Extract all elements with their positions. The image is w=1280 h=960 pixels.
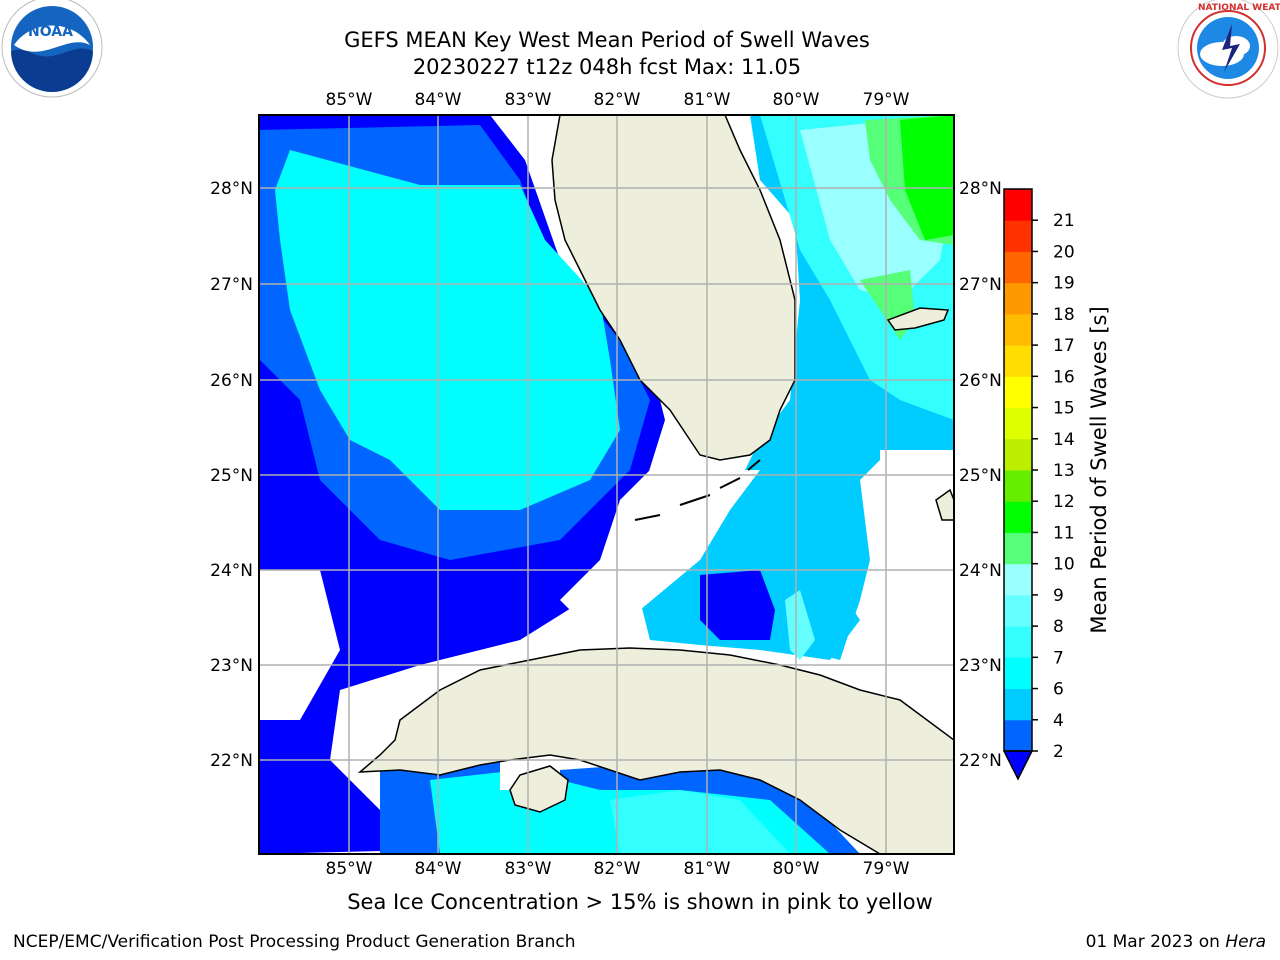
- sea-ice-note: Sea Ice Concentration > 15% is shown in …: [347, 890, 933, 914]
- colorbar-tick-label: 17: [1053, 336, 1075, 356]
- colorbar-segment: [1004, 407, 1032, 440]
- colorbar-tick-label: 9: [1053, 586, 1064, 606]
- colorbar-segment: [1004, 438, 1032, 471]
- bahamas-grand-bahama: [886, 307, 950, 331]
- noaa-logo: NOAA: [1, 0, 103, 98]
- colorbar-tick-label: 11: [1053, 523, 1075, 543]
- lat-label: 27°N: [210, 275, 253, 295]
- land: [357, 115, 954, 854]
- colorbar-tick-label: 14: [1053, 430, 1075, 450]
- lat-label: 24°N: [210, 561, 253, 581]
- colorbar-tick-label: 7: [1053, 648, 1064, 668]
- colorbar-tick-label: 6: [1053, 680, 1064, 700]
- lon-labels-bottom: 85°W 84°W 83°W 82°W 81°W 80°W 79°W: [326, 859, 910, 879]
- colorbar-segment: [1004, 220, 1032, 252]
- lon-label: 83°W: [505, 859, 552, 879]
- host-name: Hera: [1225, 932, 1266, 952]
- svg-text:NOAA: NOAA: [28, 24, 73, 40]
- cuba: [357, 647, 954, 854]
- lon-label: 80°W: [773, 90, 820, 110]
- colorbar-segment: [1004, 563, 1032, 596]
- colorbar-tick-label: 21: [1053, 211, 1075, 231]
- colorbar-tick-label: 13: [1053, 461, 1075, 481]
- colorbar-segment: [1004, 532, 1032, 565]
- colorbar-segment: [1004, 251, 1032, 284]
- map-frame: [258, 114, 955, 855]
- lat-label: 22°N: [210, 751, 253, 771]
- lat-labels-left: 28°N 27°N 26°N 25°N 24°N 23°N 22°N: [210, 179, 253, 771]
- lon-label: 84°W: [415, 90, 462, 110]
- lon-label: 81°W: [684, 90, 731, 110]
- lat-label: 28°N: [959, 179, 1002, 199]
- colorbar-tick-label: 20: [1053, 242, 1075, 262]
- colorbar-tick-label: 18: [1053, 305, 1075, 325]
- lat-labels-right: 28°N 27°N 26°N 25°N 24°N 23°N 22°N: [959, 179, 1002, 771]
- lat-label: 25°N: [210, 466, 253, 486]
- lon-label: 82°W: [594, 859, 641, 879]
- colorbar-tick-label: 12: [1053, 492, 1075, 512]
- colorbar-segment: [1004, 688, 1032, 721]
- lon-label: 79°W: [863, 90, 910, 110]
- svg-text:NATIONAL WEATHER: NATIONAL WEATHER: [1198, 3, 1280, 13]
- colorbar-segment: [1004, 345, 1032, 377]
- lon-label: 79°W: [863, 859, 910, 879]
- bahamas-andros: [935, 488, 954, 521]
- colorbar-label: Mean Period of Swell Waves [s]: [1087, 306, 1111, 633]
- colorbar-segment: [1004, 470, 1032, 502]
- colorbar-tick-label: 4: [1053, 711, 1064, 731]
- florida-keys: [634, 459, 761, 521]
- colorbar-tick-label: 16: [1053, 367, 1075, 387]
- colorbar-tick-label: 2: [1053, 742, 1064, 762]
- colorbar-tick-label: 15: [1053, 399, 1075, 419]
- lat-label: 27°N: [959, 275, 1002, 295]
- lat-label: 24°N: [959, 561, 1002, 581]
- credit-line: NCEP/EMC/Verification Post Processing Pr…: [13, 932, 576, 952]
- lon-label: 82°W: [594, 90, 641, 110]
- isla-de-la-juventud: [509, 765, 569, 813]
- florida: [551, 115, 796, 461]
- lat-label: 28°N: [210, 179, 253, 199]
- lat-label: 23°N: [959, 656, 1002, 676]
- nws-logo: NATIONAL WEATHER: [1177, 0, 1280, 99]
- colorbar-segment: [1004, 376, 1032, 409]
- colorbar-extend-arrow: [1002, 750, 1034, 781]
- colorbar-tick-label: 8: [1053, 617, 1064, 637]
- lat-label: 25°N: [959, 466, 1002, 486]
- date-text: 01 Mar 2023 on: [1085, 932, 1220, 952]
- colorbar-segment: [1004, 501, 1032, 533]
- chart-subtitle: 20230227 t12z 048h fcst Max: 11.05: [412, 55, 802, 79]
- generation-date: 01 Mar 2023 on Hera: [1086, 932, 1266, 952]
- colorbar-segment: [1004, 282, 1032, 315]
- colorbar-tick-label: 19: [1053, 274, 1075, 294]
- colorbar-segment: [1004, 657, 1032, 690]
- lat-label: 22°N: [959, 751, 1002, 771]
- lon-label: 80°W: [773, 859, 820, 879]
- chart-title: GEFS MEAN Key West Mean Period of Swell …: [344, 28, 870, 52]
- lat-label: 23°N: [210, 656, 253, 676]
- graticule: [259, 115, 954, 854]
- colorbar: 2 4 6 7 8 9 10 11 12 13 14 15 16 17 18 19 20 21: [1002, 188, 1075, 781]
- lat-label: 26°N: [959, 371, 1002, 391]
- colorbar-segment: [1004, 626, 1032, 658]
- colorbar-segment: [1004, 594, 1032, 627]
- lon-label: 81°W: [684, 859, 731, 879]
- colorbar-segment: [1004, 313, 1032, 346]
- lon-label: 85°W: [326, 90, 373, 110]
- colorbar-tick-label: 10: [1053, 555, 1075, 575]
- lon-labels-top: 85°W 84°W 83°W 82°W 81°W 80°W 79°W: [326, 90, 910, 110]
- colorbar-segment: [1004, 189, 1032, 221]
- colorbar-segment: [1004, 719, 1032, 752]
- lon-label: 83°W: [505, 90, 552, 110]
- lon-label: 85°W: [326, 859, 373, 879]
- lon-label: 84°W: [415, 859, 462, 879]
- lat-label: 26°N: [210, 371, 253, 391]
